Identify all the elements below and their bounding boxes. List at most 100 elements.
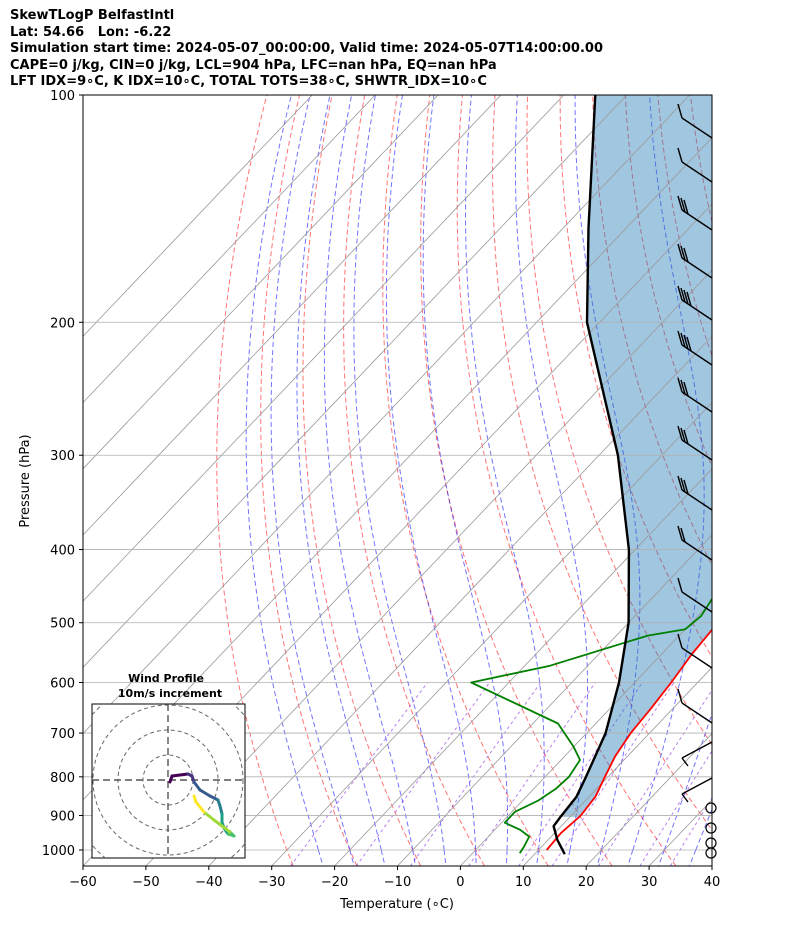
calm-wind-marker: [705, 837, 717, 849]
wind-barb: [677, 633, 713, 669]
wind-barb: [677, 285, 713, 321]
hodograph-segment: [192, 780, 202, 792]
moist-adiabat: [296, 95, 382, 851]
moist-adiabat: [317, 849, 324, 866]
isotherm: [83, 95, 565, 602]
moist-adiabat: [380, 849, 386, 866]
moist-adiabat: [727, 95, 794, 850]
chart-header: SkewTLogP BelfastIntl Lat: 54.66 Lon: -6.…: [10, 8, 603, 91]
dry-adiabat: [456, 95, 677, 866]
x-tick-label: 10: [515, 875, 532, 890]
moist-adiabat: [658, 849, 665, 866]
x-tick-label: 40: [704, 875, 721, 890]
dry-adiabat: [260, 95, 358, 866]
mixing-ratio-line: [409, 682, 542, 866]
moist-adiabat: [385, 95, 477, 851]
mixing-ratio-line: [551, 682, 675, 866]
temperature-indices: LFT IDX=9∘C, K IDX=10∘C, TOTAL TOTS=38∘C…: [10, 74, 487, 89]
wind-barb: [677, 243, 713, 279]
wind-barb: [677, 103, 713, 139]
y-tick-label: 800: [50, 771, 75, 786]
y-tick-label: 400: [50, 544, 75, 559]
title: SkewTLogP BelfastIntl: [10, 8, 175, 23]
dry-adiabat: [559, 95, 712, 658]
wind-barb: [677, 688, 713, 724]
wind-profile-title: Wind Profile: [128, 672, 204, 685]
moist-adiabat: [245, 95, 319, 851]
moist-adiabat: [412, 849, 416, 866]
calm-wind-marker: [705, 822, 717, 834]
moist-adiabat: [632, 95, 705, 851]
wind-barb: [677, 577, 713, 613]
moist-adiabat: [270, 95, 351, 851]
dry-adiabat: [526, 95, 712, 746]
ticks: −60 −50 −40 −30 −20 −10 0 10 20 30 40 100 200 300 400 5…: [42, 89, 720, 890]
y-tick-label: 200: [50, 316, 75, 331]
dry-adiabat: [492, 95, 712, 831]
wind-barb: [677, 195, 713, 231]
dry-adiabat: [216, 95, 294, 866]
hodograph-segment: [202, 810, 216, 822]
y-tick-label: 700: [50, 727, 75, 742]
isotherm: [585, 732, 712, 866]
x-tick-label: −10: [384, 875, 411, 890]
isotherm: [523, 666, 712, 866]
isotherm: [334, 468, 712, 866]
hodograph-segment: [192, 794, 198, 804]
moist-adiabat: [349, 849, 355, 866]
parcel-profile: [552, 95, 631, 855]
x-tick-label: −60: [69, 875, 96, 890]
x-tick-label: 30: [641, 875, 658, 890]
location: Lat: 54.66 Lon: -6.22: [10, 24, 172, 40]
isotherm: [83, 95, 690, 735]
moist-adiabat: [464, 95, 545, 851]
isotherm: [83, 95, 628, 668]
cape-area: [560, 95, 712, 817]
isotherm: [83, 95, 439, 470]
moist-adiabat: [443, 849, 447, 866]
wind-barb: [677, 377, 713, 413]
y-tick-label: 100: [50, 89, 75, 104]
hodograph-segment: [220, 824, 232, 834]
wind-barb: [681, 777, 713, 803]
isotherm: [83, 95, 313, 337]
isotherm: [145, 269, 712, 866]
isotherm: [208, 335, 712, 866]
mixing-ratio-line: [669, 796, 712, 866]
wind-barb: [677, 425, 713, 461]
temperature-profile: [546, 628, 712, 851]
y-tick-label: 500: [50, 617, 75, 632]
moist-adiabat: [353, 95, 445, 851]
moist-adiabat: [514, 95, 588, 851]
dewpoint-profile: [470, 597, 712, 854]
dry-adiabat: [343, 95, 485, 866]
cape-fill: [560, 95, 712, 817]
wind-barbs: [677, 103, 717, 859]
hodograph-segment: [212, 818, 224, 828]
moist-adiabat: [505, 850, 508, 866]
isotherm: [83, 95, 502, 536]
stability-indices: CAPE=0 j/kg, CIN=0 j/kg, LCL=904 hPa, LF…: [10, 57, 497, 73]
wind-barb: [677, 475, 713, 511]
y-tick-label: 1000: [42, 844, 75, 859]
dry-adiabat: [382, 95, 549, 866]
wind-barb: [677, 525, 713, 561]
y-tick-label: 600: [50, 677, 75, 692]
dry-adiabat: [756, 95, 794, 866]
mixing-ratio-line: [355, 682, 491, 866]
mixing-ratio-line: [518, 682, 643, 866]
wind-profile-inset: Wind Profile 10m/s increment: [91, 672, 246, 859]
moist-adiabat: [596, 849, 602, 866]
hodograph-segment: [198, 788, 212, 798]
dry-adiabat: [788, 95, 794, 866]
moist-adiabat: [323, 95, 414, 851]
isotherm: [711, 865, 712, 866]
y-tick-label: 900: [50, 809, 75, 824]
isotherm: [460, 600, 712, 866]
isotherm: [83, 95, 376, 404]
moist-adiabat: [566, 849, 571, 866]
dry-adiabat: [723, 95, 794, 866]
x-tick-label: 0: [456, 875, 464, 890]
simulation-time: Simulation start time: 2024-05-07_00:00:…: [10, 41, 603, 56]
